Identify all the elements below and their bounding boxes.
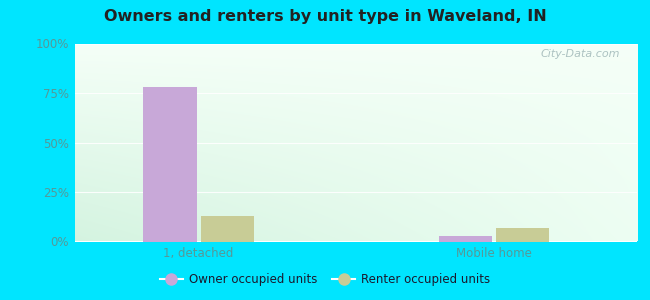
Bar	[201, 216, 254, 242]
Bar	[144, 87, 197, 242]
Text: City-Data.com: City-Data.com	[541, 50, 620, 59]
Bar	[496, 228, 549, 242]
Legend: Owner occupied units, Renter occupied units: Owner occupied units, Renter occupied un…	[155, 269, 495, 291]
Bar	[439, 236, 492, 242]
Text: Owners and renters by unit type in Waveland, IN: Owners and renters by unit type in Wavel…	[103, 9, 547, 24]
